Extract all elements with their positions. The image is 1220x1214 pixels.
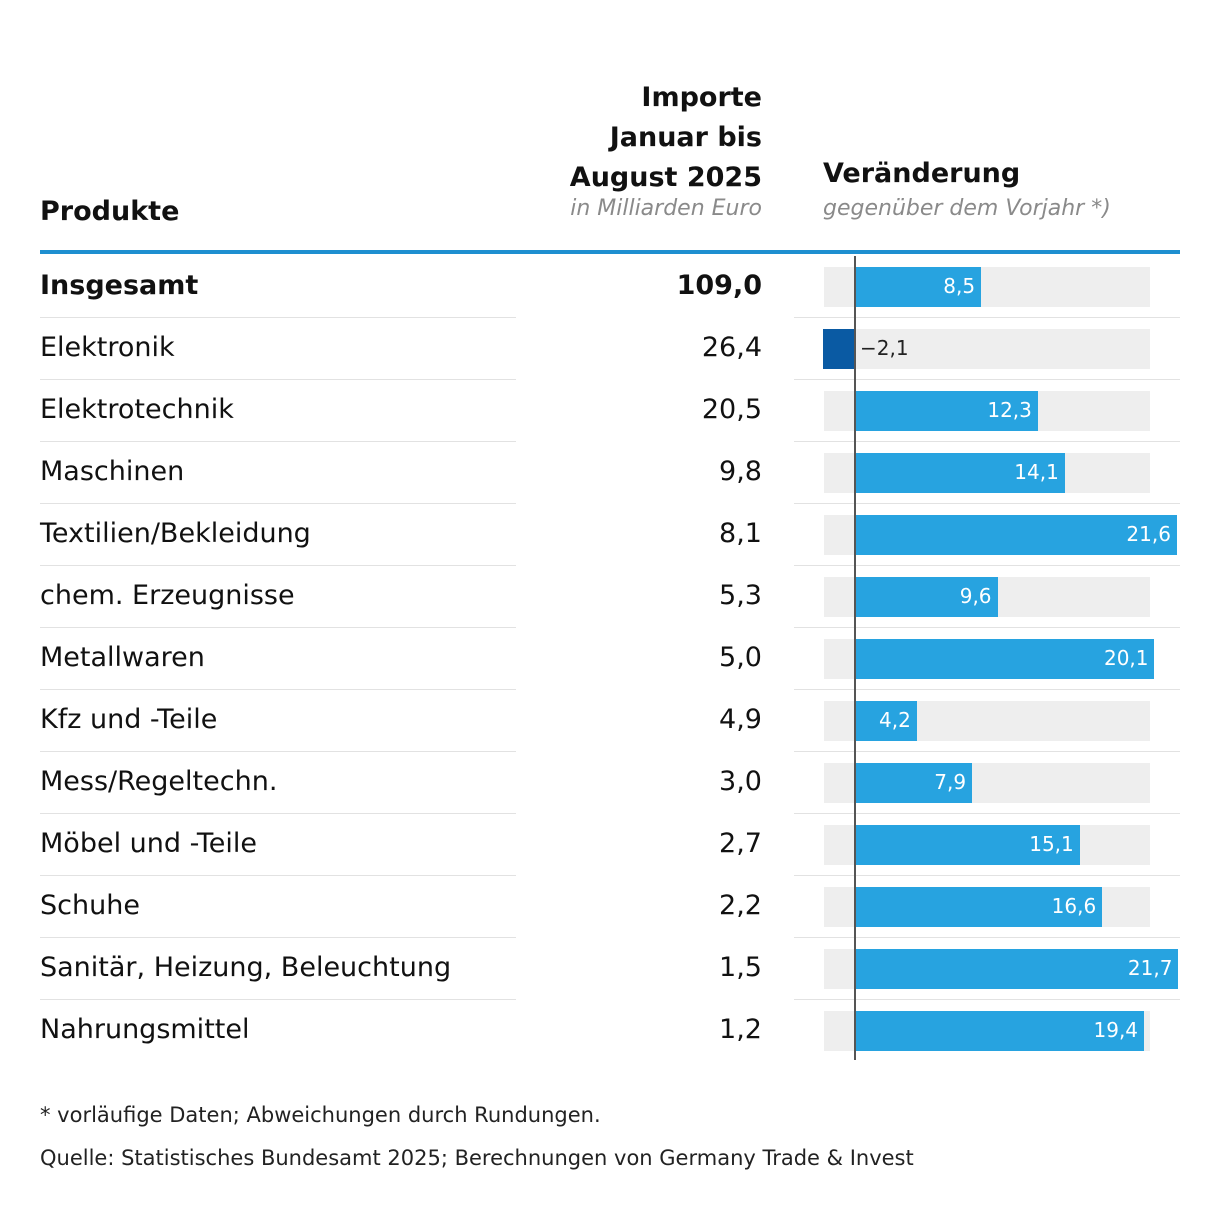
bar-data-label: 12,3 <box>987 398 1032 422</box>
importe-header-line: August 2025 <box>569 162 762 193</box>
row-value: 9,8 <box>719 456 762 487</box>
divider-gap <box>516 378 794 382</box>
bar-data-label: 20,1 <box>1103 646 1149 670</box>
divider-gap <box>516 936 794 940</box>
footnote: * vorläufige Daten; Abweichungen durch R… <box>40 1103 601 1127</box>
change-bar <box>854 701 917 741</box>
row-value: 8,1 <box>719 518 762 549</box>
change-bar <box>854 267 982 307</box>
divider-gap <box>516 750 794 754</box>
table-row-total: Insgesamt 109,0 8,5 <box>40 256 1180 320</box>
row-label: Elektrotechnik <box>40 394 234 425</box>
bar-data-label: −2,1 <box>860 336 909 360</box>
divider-gap <box>516 502 794 506</box>
change-bar <box>854 577 998 617</box>
table-row: Elektrotechnik 20,5 12,3 <box>40 380 1180 444</box>
importe-unit-label: in Milliarden Euro <box>570 196 762 221</box>
row-value: 1,5 <box>719 952 762 983</box>
change-bar <box>822 329 854 369</box>
table-row: Sanitär, Heizung, Beleuchtung 1,5 21,7 <box>40 938 1180 1002</box>
change-bar <box>854 763 973 803</box>
row-label: Kfz und -Teile <box>40 704 218 735</box>
table-row: Schuhe 2,2 16,6 <box>40 876 1180 940</box>
table-row: Textilien/Bekleidung 8,1 21,6 <box>40 504 1180 568</box>
divider-gap <box>516 812 794 816</box>
change-bar <box>854 639 1155 679</box>
bar-track <box>824 329 1150 369</box>
change-bar <box>854 515 1177 555</box>
divider-gap <box>516 998 794 1002</box>
zero-axis-line <box>854 256 856 1060</box>
divider-gap <box>516 626 794 630</box>
row-value: 2,7 <box>719 828 762 859</box>
row-value: 26,4 <box>701 332 762 363</box>
bar-data-label: 4,2 <box>878 708 911 732</box>
table-row: Mess/Regeltechn. 3,0 7,9 <box>40 752 1180 816</box>
row-label: Sanitär, Heizung, Beleuchtung <box>40 952 452 983</box>
bar-data-label: 16,6 <box>1051 894 1097 918</box>
row-label: Maschinen <box>40 456 185 487</box>
divider-gap <box>516 440 794 444</box>
change-bar <box>854 825 1080 865</box>
column-header-importe: Importe Januar bis August 2025 <box>462 78 762 198</box>
table-row: Möbel und -Teile 2,7 15,1 <box>40 814 1180 878</box>
bar-data-label: 14,1 <box>1014 460 1059 484</box>
divider-gap <box>516 316 794 320</box>
table-row: Nahrungsmittel 1,2 19,4 <box>40 1000 1180 1062</box>
bar-data-label: 7,9 <box>934 770 967 794</box>
row-label: Möbel und -Teile <box>40 828 257 859</box>
change-bar <box>854 453 1065 493</box>
bar-data-label: 21,7 <box>1127 956 1173 980</box>
row-label: Metallwaren <box>40 642 205 673</box>
bar-data-label: 8,5 <box>943 274 976 298</box>
row-label: Schuhe <box>40 890 140 921</box>
table-row: Elektronik 26,4 −2,1 <box>40 318 1180 382</box>
change-bar <box>854 391 1038 431</box>
row-value: 1,2 <box>719 1014 762 1045</box>
row-label: Textilien/Bekleidung <box>40 518 311 549</box>
row-value: 20,5 <box>701 394 762 425</box>
divider-gap <box>516 874 794 878</box>
column-header-produkte: Produkte <box>40 196 180 227</box>
header-rule <box>40 250 1180 254</box>
bar-data-label: 21,6 <box>1126 522 1171 546</box>
divider-gap <box>516 688 794 692</box>
importe-header-line: Importe <box>641 82 762 113</box>
table-row: Maschinen 9,8 14,1 <box>40 442 1180 506</box>
row-value: 3,0 <box>719 766 762 797</box>
divider-gap <box>516 564 794 568</box>
column-header-veraenderung: Veränderung <box>823 158 1021 189</box>
bar-data-label: 9,6 <box>959 584 992 608</box>
bar-data-label: 15,1 <box>1029 832 1074 856</box>
veraenderung-sub-label: gegenüber dem Vorjahr *) <box>823 196 1111 221</box>
row-label: Nahrungsmittel <box>40 1014 250 1045</box>
change-bar <box>854 949 1179 989</box>
table-row: chem. Erzeugnisse 5,3 9,6 <box>40 566 1180 630</box>
row-value: 5,0 <box>719 642 762 673</box>
row-value: 4,9 <box>719 704 762 735</box>
row-value: 109,0 <box>676 270 762 301</box>
importe-header-line: Januar bis <box>609 122 762 153</box>
change-bar <box>854 1011 1145 1051</box>
row-label: Elektronik <box>40 332 175 363</box>
table-row: Metallwaren 5,0 20,1 <box>40 628 1180 692</box>
row-label: chem. Erzeugnisse <box>40 580 295 611</box>
row-label: Mess/Regeltechn. <box>40 766 278 797</box>
bar-data-label: 19,4 <box>1093 1018 1139 1042</box>
row-value: 5,3 <box>719 580 762 611</box>
row-label: Insgesamt <box>40 270 199 301</box>
change-bar <box>854 887 1103 927</box>
source-note: Quelle: Statistisches Bundesamt 2025; Be… <box>40 1146 914 1170</box>
row-value: 2,2 <box>719 890 762 921</box>
table-row: Kfz und -Teile 4,9 4,2 <box>40 690 1180 754</box>
